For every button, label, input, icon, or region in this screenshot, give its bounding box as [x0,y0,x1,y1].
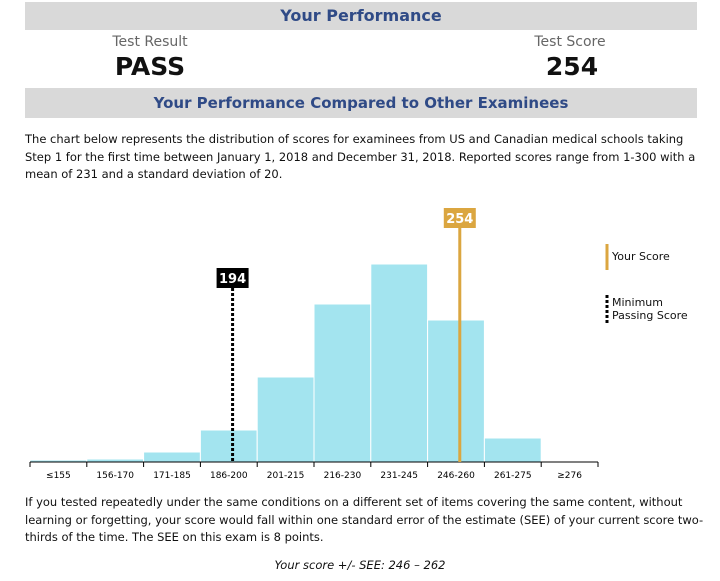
section-title: Your Performance [25,2,697,30]
marker-label: 194 [219,272,246,287]
x-tick-label: 231-245 [380,471,418,481]
intro-text: The chart below represents the distribut… [25,132,696,181]
marker-label-box [443,208,476,228]
bar [483,437,542,463]
section-title: Your Performance Compared to Other Exami… [25,88,697,118]
bar [427,319,485,463]
bar [199,429,258,463]
marker-label-box [216,268,249,288]
x-tick-label: 156-170 [96,471,134,481]
legend-label: Minimum Passing Score [612,296,688,322]
bar [143,451,201,463]
x-tick-label: 246-260 [437,471,475,481]
result-label: Test Result [112,34,188,50]
x-tick-label: ≥276 [557,471,582,481]
see-note: If you tested repeatedly under the same … [25,495,704,544]
bar [313,303,372,463]
bar [256,376,315,463]
x-tick-label: 201-215 [267,471,305,481]
marker-label: 254 [446,212,473,227]
x-tick-label: ≤155 [46,471,71,481]
x-tick-label: 216-230 [324,471,362,481]
x-tick-label: 171-185 [153,471,191,481]
x-tick-label: 186-200 [210,471,248,481]
score: 254 [545,52,599,81]
bar [370,263,429,463]
legend-label: Your Score [612,250,670,263]
see-range: Your score +/- SEE: 246 – 262 [274,558,446,572]
score-label: Test Score [534,34,606,50]
x-tick-label: 261-275 [494,471,532,481]
result: PASS [114,52,186,81]
